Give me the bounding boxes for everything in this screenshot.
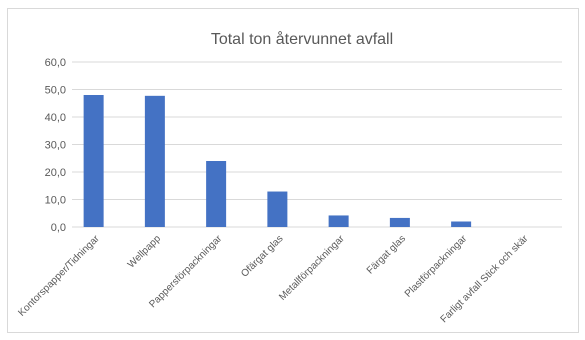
- x-tick-label: Metallförpackningar: [277, 233, 347, 303]
- x-tick-label: Kontorspapper/Tidningar: [16, 233, 102, 319]
- y-tick-label: 20,0: [45, 167, 66, 179]
- bar: [389, 217, 410, 227]
- x-tick-label: Wellpapp: [126, 233, 163, 270]
- chart-title: Total ton återvunnet avfall: [211, 30, 393, 48]
- bar: [451, 221, 472, 227]
- x-tick-label: Plastförpackningar: [403, 233, 470, 300]
- x-tick-label: Färgat glas: [365, 233, 408, 276]
- y-tick-label: 50,0: [45, 85, 66, 97]
- x-tick-label: Ofärgat glas: [239, 233, 285, 279]
- y-tick-label: 10,0: [45, 195, 66, 207]
- y-tick-label: 0,0: [51, 222, 66, 234]
- x-axis-labels: Kontorspapper/Tidningar WellpappPappersfö…: [16, 233, 531, 325]
- bars: [83, 95, 472, 227]
- y-axis-ticks: 0,0 10,0 20,0 30,0 40,0 50,0 60,0: [45, 57, 66, 234]
- bar: [328, 215, 349, 227]
- y-tick-label: 60,0: [45, 57, 66, 69]
- y-tick-label: 30,0: [45, 140, 66, 152]
- bar: [83, 95, 104, 227]
- bar: [206, 161, 227, 227]
- y-tick-label: 40,0: [45, 112, 66, 124]
- bar: [144, 95, 165, 227]
- bar: [267, 191, 288, 227]
